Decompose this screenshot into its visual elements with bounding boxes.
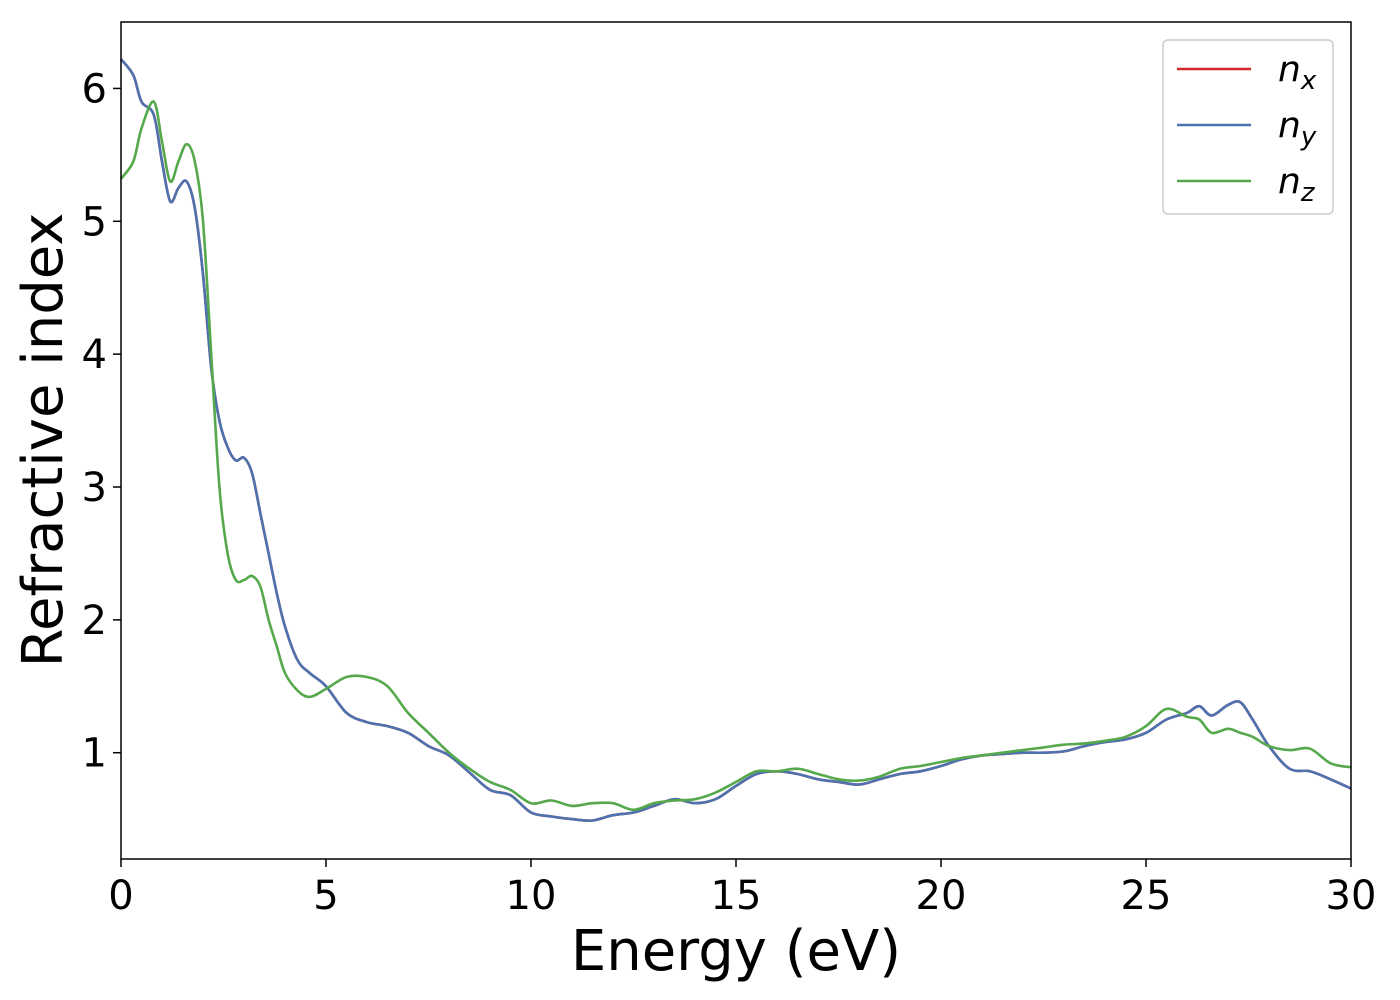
y-axis-label: Refractive index xyxy=(11,213,76,668)
y-tick-label: 2 xyxy=(82,598,107,644)
plot-lines xyxy=(119,58,1352,822)
y-tick-label: 4 xyxy=(82,332,107,378)
x-tick-label: 15 xyxy=(711,873,762,919)
series-line-ny xyxy=(119,58,1352,822)
y-tick-label: 1 xyxy=(82,731,107,777)
series-line-nz xyxy=(119,100,1352,812)
y-tick-label: 3 xyxy=(82,465,107,511)
legend-box xyxy=(1162,39,1334,215)
x-tick-label: 25 xyxy=(1121,873,1172,919)
x-tick-label: 30 xyxy=(1326,873,1377,919)
x-tick-label: 10 xyxy=(506,873,557,919)
legend-label-nx: nx xyxy=(1278,49,1317,96)
x-tick-label: 20 xyxy=(916,873,967,919)
y-axis-ticks: 1 2 3 4 5 6 xyxy=(82,66,121,777)
x-tick-label: 5 xyxy=(313,873,338,919)
legend-label-nz: nz xyxy=(1278,161,1316,208)
y-tick-label: 6 xyxy=(82,66,107,112)
legend-label-subscript: z xyxy=(1300,178,1316,208)
x-axis-ticks: 0 5 10 15 20 25 30 xyxy=(108,859,1376,919)
legend-label-base: n xyxy=(1278,105,1301,146)
x-tick-label: 0 xyxy=(108,873,133,919)
legend-label-base: n xyxy=(1278,161,1301,202)
legend-label-base: n xyxy=(1278,49,1301,90)
y-tick-label: 5 xyxy=(82,199,107,245)
x-axis-label: Energy (eV) xyxy=(571,919,901,984)
legend-label-ny: ny xyxy=(1278,105,1317,152)
legend-label-subscript: y xyxy=(1300,122,1317,152)
legend-label-subscript: x xyxy=(1300,66,1317,96)
